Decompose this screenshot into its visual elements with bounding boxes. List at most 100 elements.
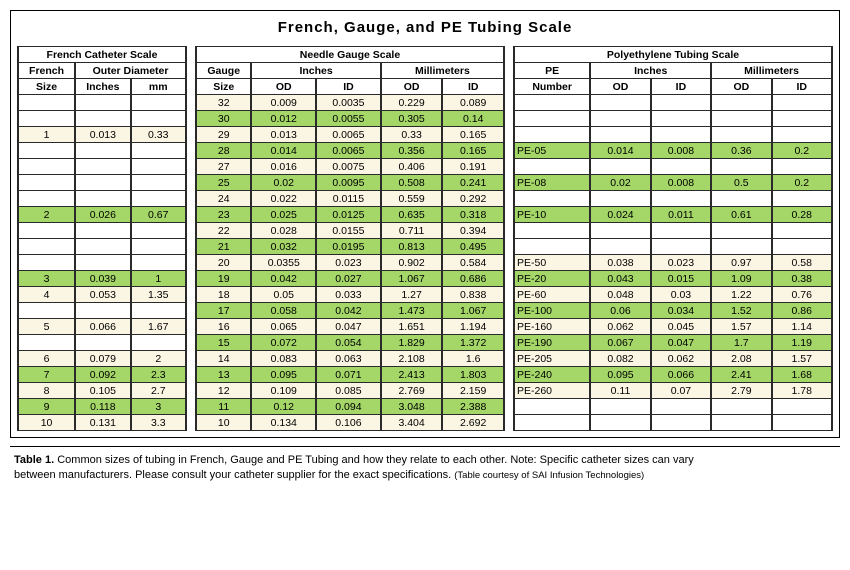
pe-cell [772,159,832,175]
needle-cell: 1.803 [442,367,504,383]
pe-row: PE-1600.0620.0451.571.14 [514,319,832,335]
pe-row [514,223,832,239]
french-cell: 0.67 [131,207,186,223]
needle-cell: 0.095 [251,367,316,383]
pe-cell [514,191,590,207]
pe-row: PE-2400.0950.0662.411.68 [514,367,832,383]
french-row [18,95,186,111]
pe-cell: 0.86 [772,303,832,319]
needle-cell: 0.012 [251,111,316,127]
pe-cell [514,111,590,127]
pe-cell: PE-100 [514,303,590,319]
pe-cell [772,95,832,111]
french-cell: 1.67 [131,319,186,335]
needle-cell: 16 [196,319,251,335]
french-cell: 0.013 [75,127,130,143]
pe-h2-c2: OD [590,79,650,95]
french-cell [75,175,130,191]
pe-cell: 0.02 [590,175,650,191]
needle-h1-c1: Gauge [196,63,251,79]
needle-cell: 0.032 [251,239,316,255]
needle-cell: 13 [196,367,251,383]
french-row [18,143,186,159]
pe-cell: 0.067 [590,335,650,351]
pe-row [514,111,832,127]
pe-cell [651,415,711,431]
french-cell [131,175,186,191]
pe-row: PE-2600.110.072.791.78 [514,383,832,399]
needle-cell: 0.33 [381,127,443,143]
french-cell [18,303,75,319]
french-row: 40.0531.35 [18,287,186,303]
needle-cell: 0.022 [251,191,316,207]
french-h2-c3: mm [131,79,186,95]
needle-cell: 24 [196,191,251,207]
pe-cell [651,239,711,255]
needle-cell: 2.388 [442,399,504,415]
pe-cell [772,223,832,239]
pe-cell [590,223,650,239]
needle-h2-c2: OD [251,79,316,95]
french-h2-c2: Inches [75,79,130,95]
pe-cell [514,399,590,415]
french-cell [75,159,130,175]
french-cell: 9 [18,399,75,415]
french-cell [131,191,186,207]
pe-h2-c1: Number [514,79,590,95]
needle-cell: 20 [196,255,251,271]
pe-cell [514,239,590,255]
pe-cell [772,127,832,143]
needle-row: 280.0140.00650.3560.165 [196,143,504,159]
pe-table: Polyethylene Tubing Scale PE Inches Mill… [513,46,833,431]
needle-cell: 27 [196,159,251,175]
pe-cell: 1.09 [711,271,771,287]
caption-label: Table 1. [14,454,54,466]
pe-cell: 0.76 [772,287,832,303]
french-cell [18,255,75,271]
french-panel: French Catheter Scale French Outer Diame… [17,46,187,431]
needle-cell: 0.686 [442,271,504,287]
needle-cell: 1.372 [442,335,504,351]
needle-h1-c2: Inches [251,63,380,79]
needle-cell: 2.108 [381,351,443,367]
french-cell [131,223,186,239]
pe-cell: 2.41 [711,367,771,383]
pe-cell: 0.2 [772,143,832,159]
french-row [18,111,186,127]
pe-cell [651,111,711,127]
needle-cell: 0.023 [316,255,381,271]
needle-cell: 28 [196,143,251,159]
needle-cell: 1.194 [442,319,504,335]
pe-cell [590,191,650,207]
needle-cell: 3.404 [381,415,443,431]
needle-cell: 0.0155 [316,223,381,239]
pe-cell: PE-60 [514,287,590,303]
french-cell [131,335,186,351]
french-row: 100.1313.3 [18,415,186,431]
needle-cell: 0.05 [251,287,316,303]
pe-row: PE-600.0480.031.220.76 [514,287,832,303]
french-cell [131,255,186,271]
french-cell: 0.092 [75,367,130,383]
needle-cell: 2.159 [442,383,504,399]
pe-cell: 0.048 [590,287,650,303]
pe-cell [514,95,590,111]
needle-cell: 19 [196,271,251,287]
french-cell: 1 [18,127,75,143]
pe-cell: 0.61 [711,207,771,223]
needle-cell: 0.065 [251,319,316,335]
pe-cell [651,223,711,239]
pe-cell [711,95,771,111]
needle-cell: 11 [196,399,251,415]
pe-cell: 0.015 [651,271,711,287]
pe-h2-c5: ID [772,79,832,95]
french-cell: 2.3 [131,367,186,383]
french-cell [131,143,186,159]
needle-row: 320.0090.00350.2290.089 [196,95,504,111]
french-cell [75,303,130,319]
pe-row [514,159,832,175]
needle-cell: 0.009 [251,95,316,111]
pe-cell: 0.06 [590,303,650,319]
needle-cell: 0.042 [251,271,316,287]
pe-cell [651,159,711,175]
